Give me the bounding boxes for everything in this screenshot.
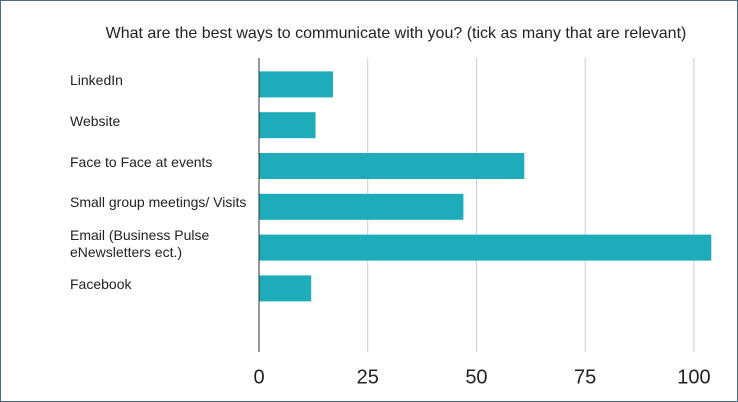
y-tick-label: Small group meetings/ Visits: [70, 194, 247, 211]
bar: [259, 275, 312, 302]
y-tick-label: Face to Face at events: [70, 153, 213, 170]
x-tick-label: 0: [253, 366, 264, 388]
y-tick-label: Facebook: [70, 275, 132, 292]
y-tick-label: Email (Business Pulse eNewsletters ect.): [70, 226, 210, 260]
bar: [259, 234, 712, 261]
bar: [259, 71, 333, 98]
x-tick-label: 75: [574, 366, 596, 388]
x-tick-label: 50: [465, 366, 487, 388]
bar: [259, 112, 316, 139]
bar: [259, 153, 525, 179]
x-tick-label: 100: [677, 366, 710, 388]
bar: [259, 193, 464, 220]
y-tick-label: LinkedIn: [70, 71, 123, 88]
y-tick-label: Website: [70, 112, 121, 129]
x-tick-label: 25: [357, 366, 379, 388]
chart-title: What are the best ways to communicate wi…: [106, 25, 687, 42]
